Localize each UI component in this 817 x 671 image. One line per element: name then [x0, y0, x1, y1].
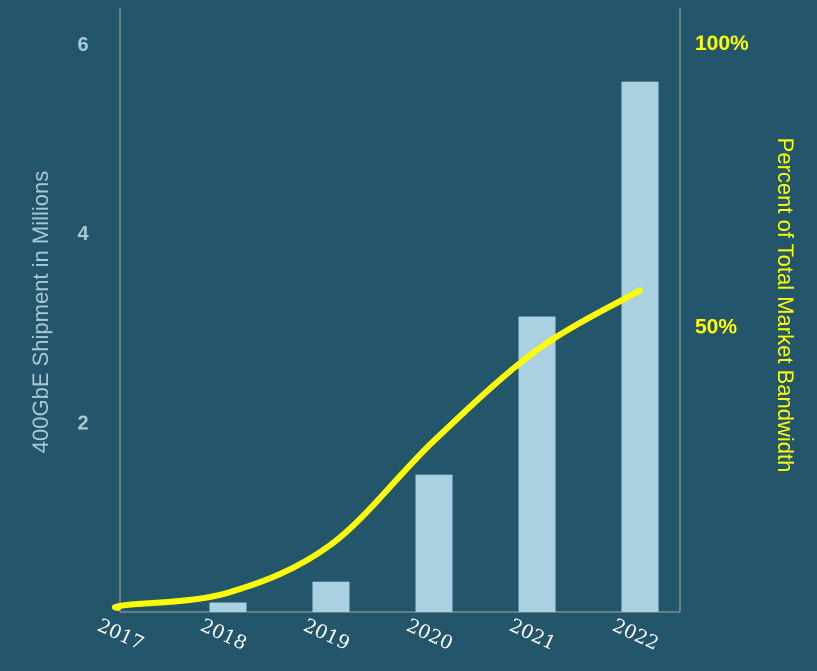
left-tick-label: 2 [77, 413, 88, 435]
x-tick-label: 2019 [300, 614, 353, 654]
x-tick-label: 2020 [403, 614, 456, 654]
right-axis-title: Percent of Total Market Bandwidth [773, 138, 798, 473]
bar-2021 [518, 316, 556, 612]
x-tick-label: 2022 [609, 614, 662, 654]
bar-2022 [621, 81, 659, 613]
bar-2018 [209, 602, 247, 612]
right-tick-label: 100% [695, 32, 749, 55]
left-axis-ticks: 2 4 6 [77, 34, 89, 435]
bar-series [209, 81, 659, 613]
bar-2020 [415, 474, 453, 612]
left-tick-label: 4 [77, 223, 89, 245]
x-tick-label: 2017 [94, 614, 147, 654]
x-tick-label: 2021 [506, 614, 559, 654]
bar-2019 [312, 581, 350, 612]
x-axis-ticks: 2017 2018 2019 2020 2021 2022 [94, 614, 662, 654]
right-tick-label: 50% [695, 316, 737, 339]
right-axis-ticks: 50% 100% [695, 32, 749, 339]
bandwidth-line [112, 287, 643, 611]
x-tick-label: 2018 [197, 614, 250, 654]
left-tick-label: 6 [77, 34, 88, 56]
left-axis-title: 400GbE Shipment in Millions [28, 171, 53, 453]
